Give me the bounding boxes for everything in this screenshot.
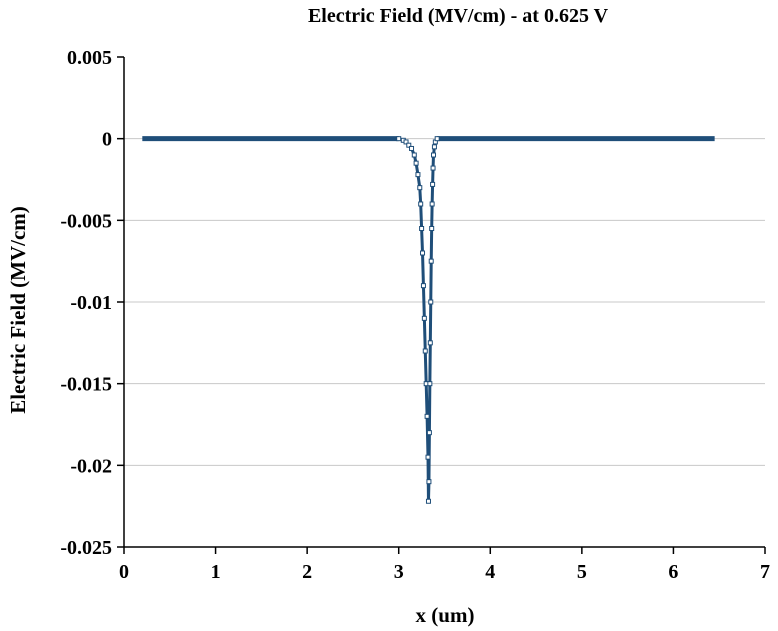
data-point xyxy=(425,454,431,460)
y-axis-label: Electric Field (MV/cm) xyxy=(6,206,30,414)
x-tick-label: 0 xyxy=(119,561,129,583)
data-point xyxy=(406,142,412,148)
data-point xyxy=(422,348,428,354)
x-axis-label: x (um) xyxy=(416,603,475,627)
data-point xyxy=(418,201,424,207)
series-dip-line xyxy=(398,137,439,502)
y-tick-label: -0.02 xyxy=(70,455,112,477)
data-point xyxy=(427,340,433,346)
y-tick-label: 0.005 xyxy=(67,47,112,69)
data-point xyxy=(396,136,402,142)
data-point xyxy=(431,144,437,150)
data-point xyxy=(428,299,434,305)
y-tick-label: -0.025 xyxy=(60,537,112,559)
data-point xyxy=(427,381,433,387)
x-tick-label: 4 xyxy=(485,561,495,583)
x-tick-label: 5 xyxy=(577,561,587,583)
data-point xyxy=(429,226,435,231)
x-tick-label: 7 xyxy=(760,561,770,583)
y-tick-labels: 0.005 0 -0.005 -0.01 -0.015 -0.02 -0.025 xyxy=(60,47,112,559)
x-tick-label: 2 xyxy=(302,561,312,583)
y-tick-label: -0.005 xyxy=(60,210,112,232)
data-point xyxy=(411,152,417,158)
data-point xyxy=(431,152,437,158)
gridlines xyxy=(124,138,765,466)
data-point xyxy=(430,181,436,187)
data-point xyxy=(409,145,415,151)
data-point xyxy=(419,226,425,231)
data-point xyxy=(415,172,421,178)
x-tick-label: 3 xyxy=(394,561,404,583)
y-tick-label: -0.01 xyxy=(70,292,112,314)
x-tick-label: 6 xyxy=(668,561,678,583)
data-point xyxy=(417,185,423,191)
data-point xyxy=(426,430,432,436)
data-point xyxy=(421,315,427,321)
data-point xyxy=(428,258,434,264)
chart-title: Electric Field (MV/cm) - at 0.625 V xyxy=(308,5,609,27)
data-point xyxy=(413,160,419,166)
data-point xyxy=(420,250,426,256)
y-tick-label: 0 xyxy=(102,129,112,151)
y-tick-label: -0.015 xyxy=(60,374,112,396)
data-point xyxy=(429,201,435,207)
x-tick-label: 1 xyxy=(211,561,221,583)
axes xyxy=(117,56,766,554)
data-point xyxy=(425,498,431,504)
data-point xyxy=(424,413,430,419)
data-point xyxy=(403,139,409,145)
data-point xyxy=(430,165,436,171)
data-point xyxy=(434,136,440,142)
data-series xyxy=(142,136,715,504)
data-point xyxy=(420,283,426,289)
x-tick-labels: 0 1 2 3 4 5 6 7 xyxy=(119,561,770,583)
data-point xyxy=(426,479,432,485)
